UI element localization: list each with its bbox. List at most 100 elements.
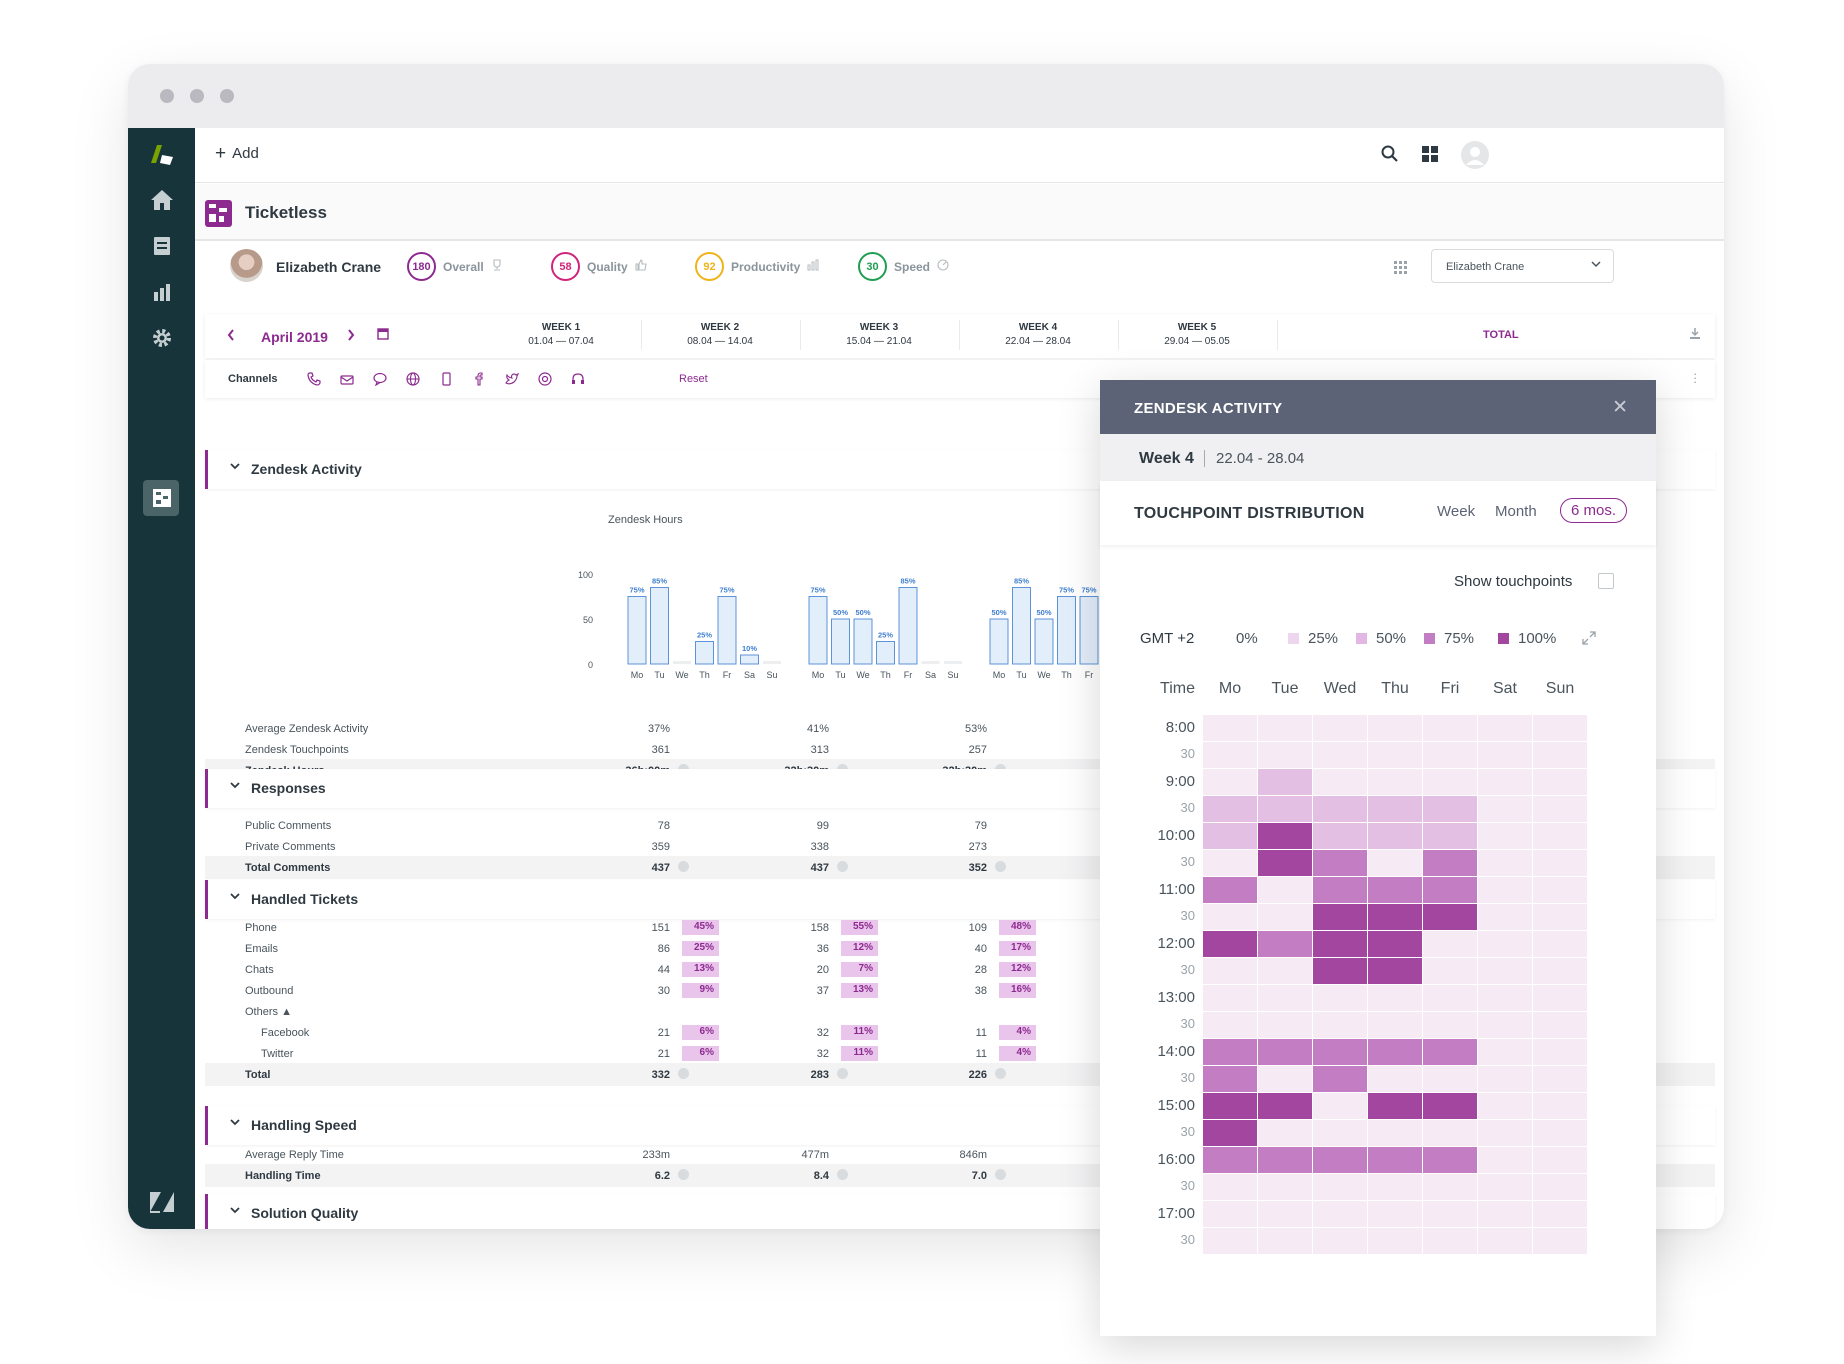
more-options-icon[interactable]: · · ·: [1693, 366, 1698, 389]
week-column-header[interactable]: WEEK 1 01.04 — 07.04: [481, 321, 641, 349]
heatmap-cell[interactable]: [1423, 1201, 1477, 1227]
heatmap-cell[interactable]: [1313, 1066, 1367, 1092]
heatmap-cell[interactable]: [1313, 769, 1367, 795]
heatmap-cell[interactable]: [1313, 1201, 1367, 1227]
heatmap-cell[interactable]: [1368, 715, 1422, 741]
heatmap-cell[interactable]: [1313, 958, 1367, 984]
heatmap-cell[interactable]: [1258, 985, 1312, 1011]
heatmap-cell[interactable]: [1533, 796, 1587, 822]
heatmap-cell[interactable]: [1203, 1147, 1257, 1173]
heatmap-cell[interactable]: [1203, 796, 1257, 822]
twitter-channel-icon[interactable]: [503, 370, 521, 388]
heatmap-cell[interactable]: [1313, 715, 1367, 741]
tab-week[interactable]: Week: [1437, 503, 1476, 520]
heatmap-cell[interactable]: [1368, 1012, 1422, 1038]
email-channel-icon[interactable]: [338, 370, 356, 388]
week-column-header[interactable]: WEEK 5 29.04 — 05.05: [1117, 321, 1277, 349]
reporting-icon[interactable]: [148, 278, 176, 306]
heatmap-cell[interactable]: [1368, 931, 1422, 957]
apps-grid-icon[interactable]: [1422, 146, 1438, 167]
heatmap-cell[interactable]: [1258, 958, 1312, 984]
heatmap-cell[interactable]: [1258, 823, 1312, 849]
heatmap-cell[interactable]: [1368, 742, 1422, 768]
week-column-header[interactable]: WEEK 4 22.04 — 28.04: [958, 321, 1118, 349]
voice-headset-channel-icon[interactable]: [569, 370, 587, 388]
heatmap-cell[interactable]: [1258, 1093, 1312, 1119]
metric-0[interactable]: 180 Overall: [407, 252, 503, 281]
heatmap-cell[interactable]: [1313, 1174, 1367, 1200]
heatmap-cell[interactable]: [1423, 823, 1477, 849]
heatmap-cell[interactable]: [1423, 850, 1477, 876]
heatmap-cell[interactable]: [1478, 1012, 1532, 1038]
heatmap-cell[interactable]: [1533, 1039, 1587, 1065]
heatmap-cell[interactable]: [1258, 1039, 1312, 1065]
heatmap-cell[interactable]: [1203, 877, 1257, 903]
heatmap-cell[interactable]: [1368, 769, 1422, 795]
heatmap-cell[interactable]: [1533, 958, 1587, 984]
heatmap-cell[interactable]: [1203, 823, 1257, 849]
heatmap-cell[interactable]: [1423, 877, 1477, 903]
search-icon[interactable]: [1381, 145, 1399, 168]
heatmap-cell[interactable]: [1313, 742, 1367, 768]
heatmap-cell[interactable]: [1203, 1228, 1257, 1254]
heatmap-cell[interactable]: [1203, 769, 1257, 795]
phone-channel-icon[interactable]: [305, 370, 323, 388]
heatmap-cell[interactable]: [1423, 904, 1477, 930]
heatmap-cell[interactable]: [1533, 769, 1587, 795]
heatmap-cell[interactable]: [1533, 823, 1587, 849]
heatmap-cell[interactable]: [1203, 985, 1257, 1011]
heatmap-cell[interactable]: [1203, 1174, 1257, 1200]
heatmap-cell[interactable]: [1368, 958, 1422, 984]
heatmap-cell[interactable]: [1258, 1228, 1312, 1254]
heatmap-cell[interactable]: [1478, 985, 1532, 1011]
heatmap-cell[interactable]: [1533, 850, 1587, 876]
heatmap-cell[interactable]: [1203, 1039, 1257, 1065]
heatmap-cell[interactable]: [1258, 769, 1312, 795]
heatmap-cell[interactable]: [1478, 1120, 1532, 1146]
add-button[interactable]: + Add: [215, 142, 259, 164]
heatmap-cell[interactable]: [1423, 1174, 1477, 1200]
week-column-header[interactable]: WEEK 3 15.04 — 21.04: [799, 321, 959, 349]
prev-month-icon[interactable]: [227, 328, 235, 346]
heatmap-cell[interactable]: [1478, 877, 1532, 903]
help-center-channel-icon[interactable]: [536, 370, 554, 388]
heatmap-cell[interactable]: [1368, 796, 1422, 822]
heatmap-cell[interactable]: [1313, 1120, 1367, 1146]
window-minimize-dot[interactable]: [190, 89, 204, 103]
heatmap-cell[interactable]: [1313, 1039, 1367, 1065]
heatmap-cell[interactable]: [1313, 823, 1367, 849]
heatmap-cell[interactable]: [1423, 742, 1477, 768]
reset-filters-link[interactable]: Reset: [679, 373, 708, 385]
zendesk-logo-icon[interactable]: [148, 140, 176, 168]
chat-channel-icon[interactable]: [371, 370, 389, 388]
show-touchpoints-checkbox[interactable]: [1598, 573, 1614, 589]
heatmap-cell[interactable]: [1258, 1066, 1312, 1092]
heatmap-cell[interactable]: [1203, 904, 1257, 930]
heatmap-cell[interactable]: [1533, 904, 1587, 930]
heatmap-cell[interactable]: [1423, 1012, 1477, 1038]
heatmap-cell[interactable]: [1258, 1012, 1312, 1038]
heatmap-cell[interactable]: [1478, 958, 1532, 984]
heatmap-cell[interactable]: [1423, 958, 1477, 984]
heatmap-cell[interactable]: [1533, 1093, 1587, 1119]
heatmap-cell[interactable]: [1423, 715, 1477, 741]
views-icon[interactable]: [148, 232, 176, 260]
heatmap-cell[interactable]: [1478, 769, 1532, 795]
heatmap-cell[interactable]: [1313, 931, 1367, 957]
heatmap-cell[interactable]: [1533, 1147, 1587, 1173]
heatmap-cell[interactable]: [1533, 1201, 1587, 1227]
next-month-icon[interactable]: [347, 328, 355, 346]
heatmap-cell[interactable]: [1478, 742, 1532, 768]
heatmap-cell[interactable]: [1478, 904, 1532, 930]
heatmap-cell[interactable]: [1533, 985, 1587, 1011]
home-icon[interactable]: [148, 186, 176, 214]
heatmap-cell[interactable]: [1478, 1093, 1532, 1119]
heatmap-cell[interactable]: [1203, 1012, 1257, 1038]
heatmap-cell[interactable]: [1423, 931, 1477, 957]
grid-view-icon[interactable]: [1394, 261, 1407, 279]
heatmap-cell[interactable]: [1203, 1093, 1257, 1119]
heatmap-cell[interactable]: [1368, 1228, 1422, 1254]
heatmap-cell[interactable]: [1258, 1120, 1312, 1146]
heatmap-cell[interactable]: [1203, 931, 1257, 957]
heatmap-cell[interactable]: [1478, 1039, 1532, 1065]
